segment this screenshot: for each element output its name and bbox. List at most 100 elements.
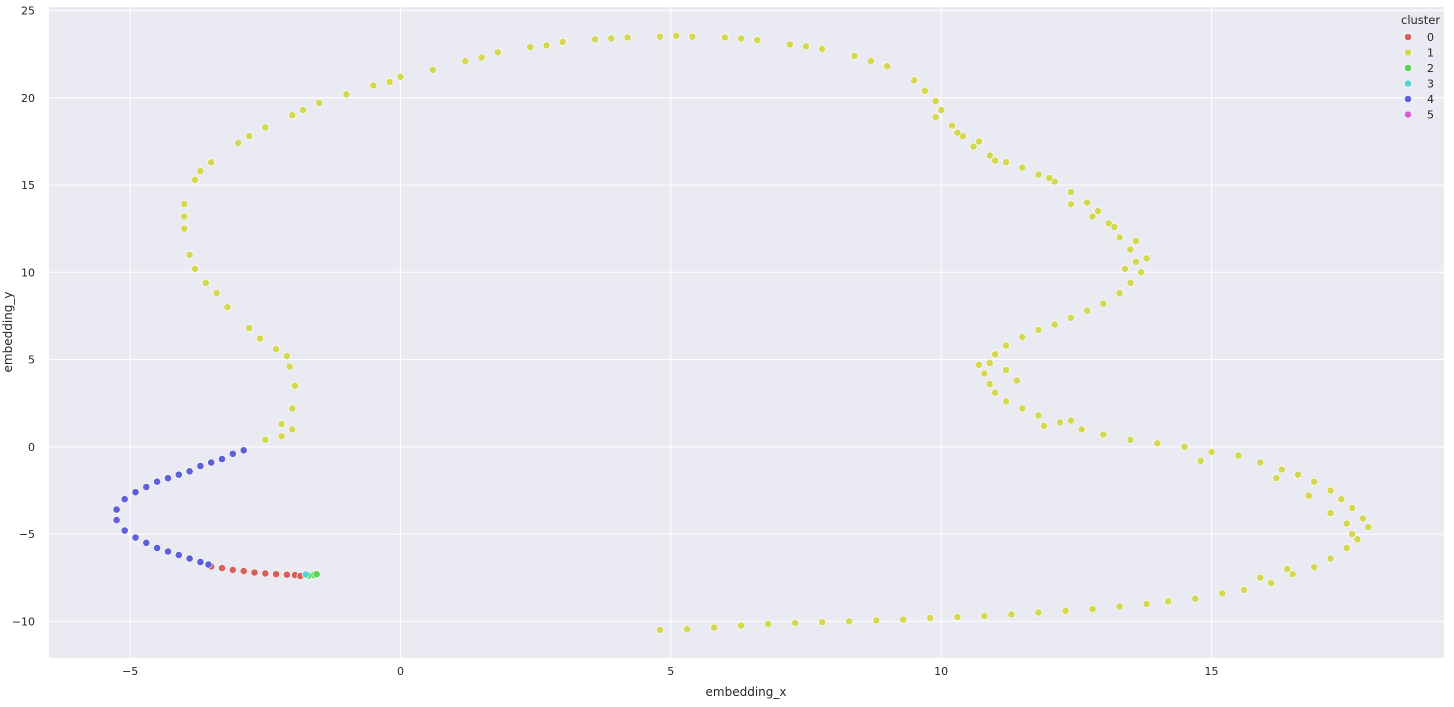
point-cluster-1 xyxy=(991,156,1000,165)
point-cluster-1 xyxy=(1110,222,1119,231)
point-cluster-0 xyxy=(250,568,259,577)
point-cluster-1 xyxy=(1099,430,1108,439)
point-cluster-0 xyxy=(218,564,226,572)
point-cluster-1 xyxy=(791,619,800,627)
point-cluster-1 xyxy=(1131,236,1140,245)
point-cluster-1 xyxy=(910,76,918,85)
point-cluster-1 xyxy=(180,224,189,233)
point-cluster-1 xyxy=(396,72,405,81)
point-cluster-1 xyxy=(1310,477,1319,486)
point-cluster-1 xyxy=(261,123,270,132)
point-cluster-1 xyxy=(975,137,983,146)
point-cluster-1 xyxy=(1326,554,1335,563)
point-cluster-1 xyxy=(234,139,243,147)
point-cluster-4 xyxy=(228,449,237,458)
point-cluster-4 xyxy=(120,526,129,535)
point-cluster-1 xyxy=(1234,451,1243,460)
point-cluster-1 xyxy=(656,32,664,41)
point-cluster-1 xyxy=(1326,509,1335,517)
point-cluster-1 xyxy=(288,404,297,413)
point-cluster-1 xyxy=(1002,366,1010,374)
point-cluster-1 xyxy=(342,90,351,99)
legend-label-1: 1 xyxy=(1427,47,1434,60)
point-cluster-1 xyxy=(1191,594,1200,603)
point-cluster-1 xyxy=(958,132,967,141)
point-cluster-1 xyxy=(385,78,394,86)
point-cluster-1 xyxy=(1294,470,1302,479)
point-cluster-1 xyxy=(985,359,994,367)
point-cluster-4 xyxy=(142,538,151,547)
x-axis-label: embedding_x xyxy=(706,685,787,699)
point-cluster-1 xyxy=(1196,456,1205,465)
point-cluster-4 xyxy=(185,467,194,476)
point-cluster-1 xyxy=(1061,607,1070,615)
point-cluster-1 xyxy=(288,111,297,120)
point-cluster-1 xyxy=(180,212,189,221)
point-cluster-1 xyxy=(277,432,286,441)
point-cluster-1 xyxy=(185,250,194,259)
point-cluster-1 xyxy=(1067,188,1075,196)
point-cluster-3 xyxy=(301,570,310,579)
point-cluster-1 xyxy=(1083,198,1091,207)
point-cluster-1 xyxy=(753,36,762,45)
y-axis-label: embedding_y xyxy=(1,292,15,373)
y-tick-label: −10 xyxy=(12,615,35,628)
x-tick-label: 5 xyxy=(667,665,674,678)
point-cluster-1 xyxy=(315,99,324,107)
y-tick-labels: −10 −5 0 5 10 15 20 25 xyxy=(12,4,35,628)
point-cluster-1 xyxy=(899,615,908,624)
point-cluster-1 xyxy=(477,53,486,62)
point-cluster-0 xyxy=(282,570,291,579)
legend-label-3: 3 xyxy=(1427,78,1434,91)
point-cluster-1 xyxy=(1126,278,1135,287)
point-cluster-1 xyxy=(850,52,859,60)
point-cluster-1 xyxy=(1310,563,1319,572)
point-cluster-1 xyxy=(623,33,632,42)
point-cluster-4 xyxy=(185,554,194,563)
point-cluster-4 xyxy=(174,470,183,479)
legend: cluster 0 1 2 3 4 5 xyxy=(1401,13,1440,122)
point-cluster-1 xyxy=(285,362,294,371)
point-cluster-4 xyxy=(142,483,151,491)
point-cluster-1 xyxy=(1207,448,1216,456)
point-cluster-1 xyxy=(542,41,551,50)
y-tick-label: −5 xyxy=(19,528,35,541)
point-cluster-0 xyxy=(239,567,248,575)
point-cluster-4 xyxy=(218,455,226,463)
point-cluster-1 xyxy=(1045,174,1054,182)
point-cluster-1 xyxy=(1131,257,1140,266)
y-tick-label: 25 xyxy=(21,4,35,17)
point-cluster-1 xyxy=(1256,458,1265,467)
point-cluster-1 xyxy=(196,167,205,175)
point-cluster-1 xyxy=(721,33,729,42)
legend-marker-1 xyxy=(1404,48,1412,57)
point-cluster-1 xyxy=(1240,586,1248,594)
point-cluster-1 xyxy=(785,40,794,49)
legend-label-2: 2 xyxy=(1427,62,1434,75)
point-cluster-1 xyxy=(921,86,929,95)
point-cluster-1 xyxy=(207,158,216,167)
point-cluster-1 xyxy=(985,151,994,160)
point-cluster-0 xyxy=(272,570,280,579)
point-cluster-1 xyxy=(931,113,940,121)
point-cluster-4 xyxy=(204,560,213,569)
point-cluster-1 xyxy=(737,621,745,630)
point-cluster-1 xyxy=(688,32,697,41)
point-cluster-4 xyxy=(174,551,183,559)
point-cluster-1 xyxy=(245,324,253,332)
point-cluster-4 xyxy=(164,547,172,556)
point-cluster-4 xyxy=(112,516,121,524)
legend-marker-4 xyxy=(1404,95,1412,103)
point-cluster-1 xyxy=(845,617,854,626)
point-cluster-1 xyxy=(1007,610,1016,619)
point-cluster-1 xyxy=(1002,158,1010,167)
point-cluster-1 xyxy=(969,142,978,151)
x-tick-labels: −5 0 5 10 15 xyxy=(122,665,1219,678)
point-cluster-1 xyxy=(288,425,297,434)
point-cluster-1 xyxy=(1180,442,1189,451)
point-cluster-1 xyxy=(526,43,535,51)
point-cluster-1 xyxy=(1115,289,1124,298)
point-cluster-1 xyxy=(1050,320,1059,329)
point-cluster-1 xyxy=(282,352,291,360)
